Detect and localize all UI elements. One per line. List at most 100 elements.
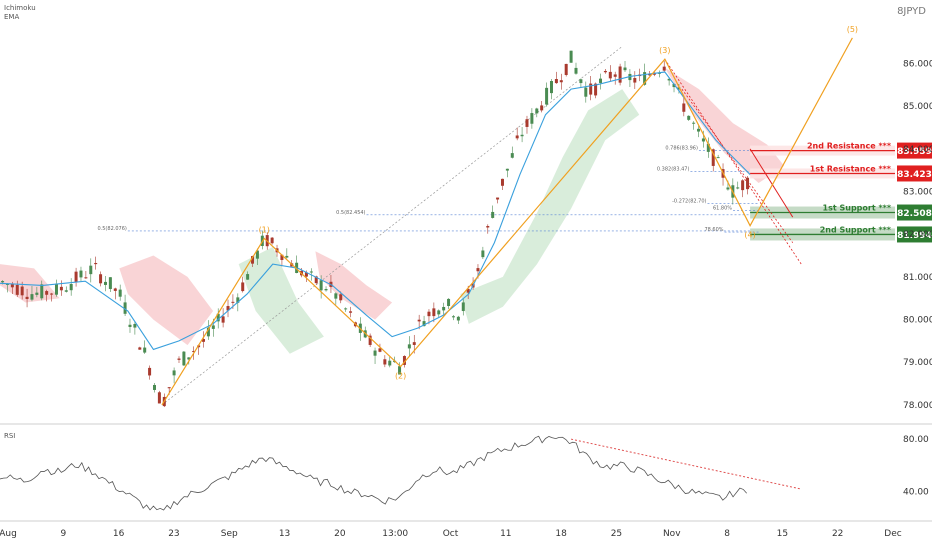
x-tick-7: 13:00 xyxy=(382,529,408,539)
candle xyxy=(692,122,696,124)
candle xyxy=(530,113,534,124)
candle xyxy=(182,351,186,366)
candle xyxy=(486,226,490,228)
candle xyxy=(231,301,235,303)
candle xyxy=(456,316,460,321)
level-name-0: 2nd Resistance *** xyxy=(807,142,892,151)
candle xyxy=(206,327,210,337)
candle xyxy=(324,289,328,291)
x-tick-1: 9 xyxy=(60,529,66,539)
candle xyxy=(226,306,230,311)
candle xyxy=(15,284,19,295)
candle xyxy=(716,157,720,159)
candle xyxy=(241,282,245,292)
candle xyxy=(50,293,54,295)
candle xyxy=(89,265,93,275)
candle xyxy=(569,50,573,63)
candle xyxy=(711,149,715,166)
candle xyxy=(138,347,142,350)
fib-label-3: 61.80% xyxy=(713,206,732,212)
candle xyxy=(603,70,607,73)
candle xyxy=(128,324,132,327)
ichimoku-cloud-bear-2 xyxy=(315,251,393,320)
candle xyxy=(118,289,122,297)
candle xyxy=(589,83,593,95)
level-value-3: 81.994 xyxy=(897,231,932,241)
candle xyxy=(1,281,5,283)
candle xyxy=(706,143,710,152)
candle xyxy=(594,83,598,96)
candle xyxy=(437,310,441,315)
candle xyxy=(368,335,372,345)
candle xyxy=(388,360,392,366)
candle xyxy=(280,254,284,260)
fib-label-5: 0.382(83.47) xyxy=(657,166,690,172)
candle xyxy=(701,138,705,142)
candle xyxy=(657,72,661,74)
channel-lower xyxy=(681,88,794,243)
level-value-0: 83.959 xyxy=(897,147,932,157)
candle xyxy=(427,311,431,317)
candle xyxy=(422,321,426,327)
candle xyxy=(172,370,176,376)
candle xyxy=(667,78,671,81)
x-tick-16: Dec xyxy=(884,529,901,539)
candle xyxy=(677,87,681,90)
candle xyxy=(736,187,740,189)
fib-label-2: 78.60% xyxy=(704,227,723,233)
candle xyxy=(496,197,500,200)
ichimoku-cloud-bear-0 xyxy=(0,264,60,303)
level-name-3: 2nd Support *** xyxy=(820,225,892,234)
x-tick-8: Oct xyxy=(443,529,459,539)
candle xyxy=(334,293,338,299)
candle xyxy=(608,71,612,79)
candle xyxy=(123,302,127,314)
candle xyxy=(84,277,88,279)
wave-label-1: (2) xyxy=(395,372,406,381)
x-tick-4: Sep xyxy=(221,529,238,539)
candle xyxy=(64,290,68,292)
candle xyxy=(74,271,78,283)
x-tick-6: 20 xyxy=(334,529,346,539)
y-tick-2: 84.000 xyxy=(903,145,932,155)
candle xyxy=(339,294,343,301)
candle xyxy=(344,308,348,310)
candle xyxy=(304,272,308,277)
candle xyxy=(255,250,259,259)
candle xyxy=(309,271,313,273)
candle xyxy=(726,187,730,190)
candle xyxy=(69,283,73,291)
candle xyxy=(442,306,446,311)
candle xyxy=(251,256,255,264)
level-value-2: 82.508 xyxy=(897,209,932,219)
candle xyxy=(216,313,220,322)
ema-line xyxy=(0,71,751,351)
candle xyxy=(545,87,549,105)
level-tag-1 xyxy=(897,165,932,182)
candle xyxy=(432,308,436,317)
candle xyxy=(559,80,563,83)
ichimoku-label: Ichimoku xyxy=(4,4,36,12)
y-tick-3: 83.000 xyxy=(903,188,932,198)
candle xyxy=(10,284,14,288)
level-name-1: 1st Resistance *** xyxy=(810,164,892,173)
candle xyxy=(623,67,627,71)
fib-label-0: 0.5(82.076) xyxy=(97,226,126,232)
wave-label-0: (1) xyxy=(259,225,270,234)
x-tick-10: 18 xyxy=(555,529,567,539)
candle xyxy=(417,319,421,322)
candle xyxy=(211,325,215,329)
candle xyxy=(202,339,206,342)
y-tick-4: 82.000 xyxy=(903,230,932,240)
candle xyxy=(481,250,485,258)
rsi-line xyxy=(0,435,747,511)
candle xyxy=(579,79,583,84)
y-tick-0: 86.000 xyxy=(903,59,932,69)
candle xyxy=(746,177,750,190)
candle xyxy=(113,288,117,291)
candle xyxy=(687,115,691,120)
candle xyxy=(221,316,225,323)
candle xyxy=(672,83,676,88)
candle xyxy=(246,274,250,280)
